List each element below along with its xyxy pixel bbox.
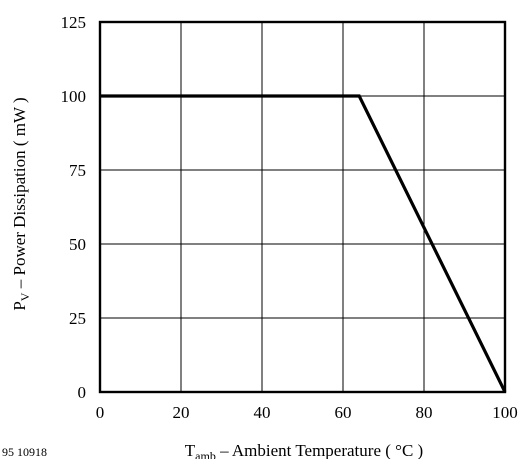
x-tick-label: 20 — [173, 403, 190, 422]
plot-frame — [98, 20, 507, 394]
x-tick-label: 80 — [416, 403, 433, 422]
y-tick-labels: 0 25 50 75 100 125 — [61, 13, 87, 402]
y-tick-label: 100 — [61, 87, 87, 106]
power-dissipation-curve — [100, 94, 507, 393]
figure-number: 95 10918 — [2, 445, 47, 459]
x-tick-label: 100 — [492, 403, 518, 422]
x-tick-label: 40 — [254, 403, 271, 422]
y-tick-label: 125 — [61, 13, 87, 32]
y-axis-label: PV – Power Dissipation ( mW ) — [10, 97, 32, 310]
grid-lines — [99, 21, 506, 393]
x-tick-label: 60 — [335, 403, 352, 422]
y-tick-label: 50 — [69, 235, 86, 254]
y-tick-label: 75 — [69, 161, 86, 180]
y-tick-label: 0 — [78, 383, 87, 402]
y-tick-label: 25 — [69, 309, 86, 328]
x-tick-label: 0 — [96, 403, 105, 422]
x-axis-label: Tamb – Ambient Temperature ( °C ) — [185, 441, 423, 459]
x-tick-labels: 0 20 40 60 80 100 — [96, 403, 518, 422]
